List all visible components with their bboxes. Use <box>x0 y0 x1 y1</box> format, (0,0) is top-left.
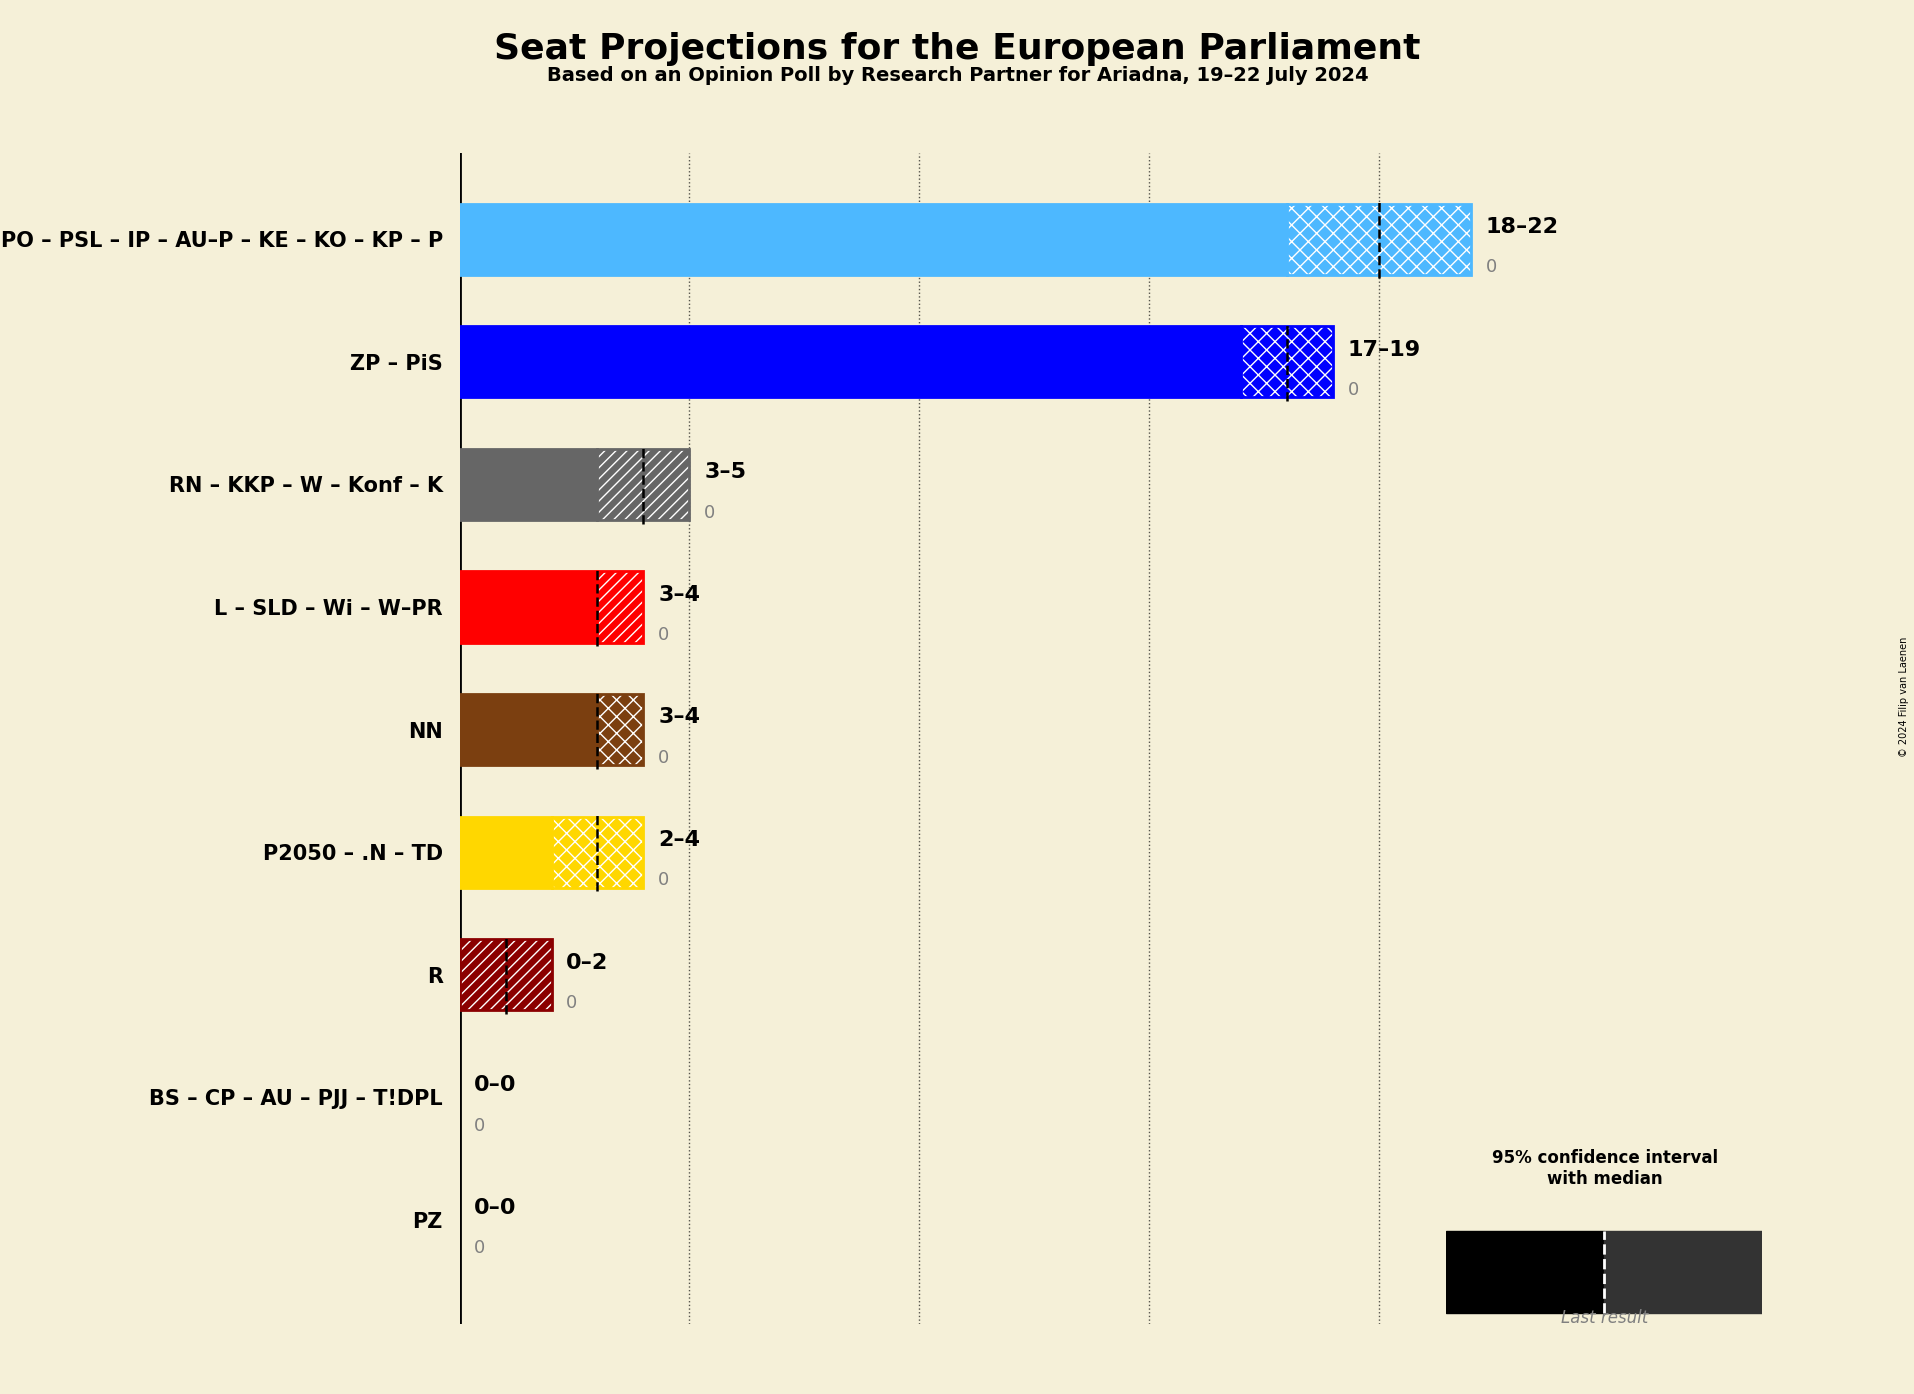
Bar <box>459 326 1240 397</box>
Bar <box>597 572 643 643</box>
Bar <box>1286 204 1470 275</box>
Bar <box>1286 204 1470 275</box>
Text: © 2024 Filip van Laenen: © 2024 Filip van Laenen <box>1899 637 1908 757</box>
Text: Seat Projections for the European Parliament: Seat Projections for the European Parlia… <box>494 32 1420 66</box>
Bar <box>597 449 689 520</box>
Bar <box>459 326 1332 397</box>
Text: 0: 0 <box>658 626 670 644</box>
Bar <box>459 940 551 1011</box>
Bar <box>1604 1231 1761 1313</box>
Bar <box>459 204 1286 275</box>
Text: 17–19: 17–19 <box>1347 340 1420 360</box>
Bar <box>551 817 643 888</box>
Text: 2–4: 2–4 <box>658 829 701 850</box>
Bar <box>459 572 597 643</box>
Bar <box>597 572 643 643</box>
Text: 0: 0 <box>567 994 578 1012</box>
Bar <box>1240 326 1332 397</box>
Text: 0: 0 <box>704 503 716 521</box>
Text: 0: 0 <box>658 871 670 889</box>
Bar <box>597 694 643 765</box>
Text: 0–0: 0–0 <box>475 1197 517 1218</box>
Bar <box>459 817 643 888</box>
Bar <box>597 449 689 520</box>
Bar <box>597 694 643 765</box>
Bar <box>459 572 643 643</box>
Bar <box>459 694 643 765</box>
Text: 0–0: 0–0 <box>475 1075 517 1096</box>
Text: Based on an Opinion Poll by Research Partner for Ariadna, 19–22 July 2024: Based on an Opinion Poll by Research Par… <box>545 66 1369 85</box>
Text: Last result: Last result <box>1560 1309 1648 1327</box>
Bar <box>459 817 551 888</box>
Bar <box>459 940 551 1011</box>
Bar <box>459 204 1470 275</box>
Bar <box>1604 1231 1761 1313</box>
Text: 95% confidence interval
with median: 95% confidence interval with median <box>1491 1149 1717 1188</box>
Text: 3–4: 3–4 <box>658 707 701 728</box>
Text: 3–4: 3–4 <box>658 584 701 605</box>
Bar <box>459 449 689 520</box>
Bar <box>459 694 597 765</box>
Text: 0: 0 <box>475 1239 486 1257</box>
Text: 0: 0 <box>658 749 670 767</box>
Text: 0: 0 <box>1485 258 1497 276</box>
Bar <box>1240 326 1332 397</box>
Text: 0: 0 <box>475 1117 486 1135</box>
Text: 0: 0 <box>1347 381 1359 399</box>
Bar <box>551 817 643 888</box>
Text: 18–22: 18–22 <box>1485 217 1558 237</box>
Text: 3–5: 3–5 <box>704 463 746 482</box>
Bar <box>1445 1231 1604 1313</box>
Text: 0–2: 0–2 <box>567 952 609 973</box>
Bar <box>459 449 597 520</box>
Bar <box>459 940 551 1011</box>
